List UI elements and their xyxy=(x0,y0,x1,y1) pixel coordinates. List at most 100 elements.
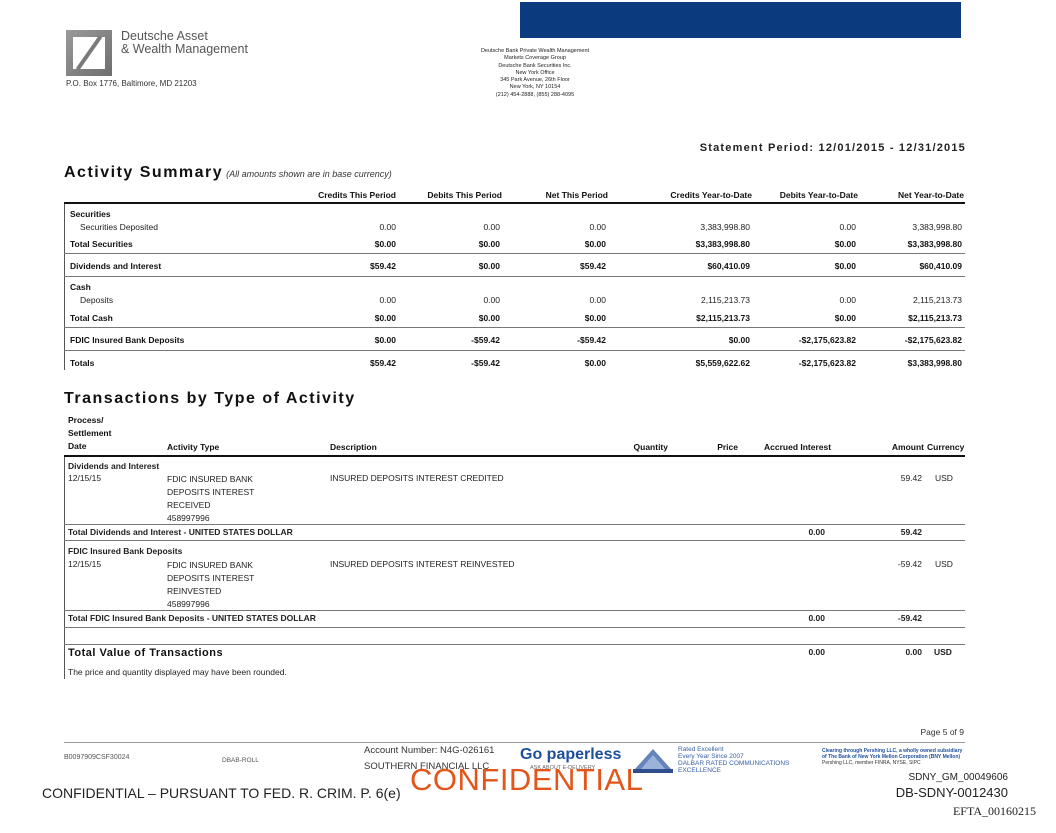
header-color-bar xyxy=(520,2,961,38)
total-fdic-label: Total FDIC Insured Bank Deposits - UNITE… xyxy=(68,613,316,623)
total-cash-value: $0.00 xyxy=(834,313,856,323)
transactions-title: Transactions by Type of Activity xyxy=(64,390,356,407)
account-name: SOUTHERN FINANCIAL LLC xyxy=(364,761,490,772)
row-divider xyxy=(64,540,965,541)
go-paperless-subtext: ASK ABOUT E-DELIVERY xyxy=(530,765,596,771)
fdic-value: -$59.42 xyxy=(577,335,606,345)
bank-office-address: Deutsche Bank Private Wealth Management … xyxy=(480,48,590,98)
dalbar-rating: Rated Excellent Every Year Since 2007 DA… xyxy=(678,746,790,774)
confidential-notice: CONFIDENTIAL – PURSUANT TO FED. R. CRIM.… xyxy=(42,785,401,801)
document-code: B0097909CSF30024 xyxy=(64,754,130,761)
confidential-stamp: CONFIDENTIAL xyxy=(410,762,644,797)
deposits-value: 0.00 xyxy=(589,295,606,305)
totals-value: -$2,175,623.82 xyxy=(798,358,856,368)
transactions-header-rule xyxy=(64,455,965,457)
row-divider xyxy=(64,627,965,628)
total-securities-value: $0.00 xyxy=(478,239,500,249)
dividends-interest-value: $60,410.09 xyxy=(919,261,962,271)
total-securities-label: Total Securities xyxy=(70,239,133,249)
rounding-note: The price and quantity displayed may hav… xyxy=(68,667,287,677)
row-divider xyxy=(64,350,965,351)
row-divider xyxy=(64,644,965,645)
col-currency: Currency xyxy=(927,442,965,452)
totals-value: $3,383,998.80 xyxy=(907,358,962,368)
securities-deposited-value: 0.00 xyxy=(589,222,606,232)
securities-deposited-label: Securities Deposited xyxy=(80,222,158,232)
deutsche-bank-logo xyxy=(66,30,112,76)
total-securities-value: $0.00 xyxy=(584,239,606,249)
total-dividends-label: Total Dividends and Interest - UNITED ST… xyxy=(68,527,293,537)
page-number: Page 5 of 9 xyxy=(920,727,964,737)
col-quantity: Quantity xyxy=(633,442,668,452)
total-cash-value: $2,115,213.73 xyxy=(696,313,750,323)
transaction-amount: -59.42 xyxy=(897,559,922,569)
summary-header-rule xyxy=(64,202,965,204)
cash-group-label: Cash xyxy=(70,282,91,292)
securities-deposited-value: 0.00 xyxy=(483,222,500,232)
transactions-left-rule xyxy=(64,457,65,679)
col-debits-this-period: Debits This Period xyxy=(427,190,502,200)
col-settlement-date: Process/ Settlement Date xyxy=(68,415,112,451)
col-description: Description xyxy=(330,442,377,452)
transaction-currency: USD xyxy=(935,559,953,569)
securities-group-label: Securities xyxy=(70,209,111,219)
total-dividends-accrued: 0.00 xyxy=(808,527,825,537)
totals-label: Totals xyxy=(70,358,95,368)
total-fdic-accrued: 0.00 xyxy=(808,613,825,623)
fdic-value: -$59.42 xyxy=(471,335,500,345)
total-cash-value: $0.00 xyxy=(584,313,606,323)
securities-deposited-value: 3,383,998.80 xyxy=(700,222,750,232)
transaction-date: 12/15/15 xyxy=(68,473,102,483)
bates-id-sdny-gm: SDNY_GM_00049606 xyxy=(908,772,1008,783)
total-value-currency: USD xyxy=(934,647,952,657)
transaction-amount: 59.42 xyxy=(900,473,922,483)
total-value-label: Total Value of Transactions xyxy=(68,647,224,659)
po-box-address: P.O. Box 1776, Baltimore, MD 21203 xyxy=(66,79,197,88)
col-net-this-period: Net This Period xyxy=(545,190,608,200)
group-label-fdic: FDIC Insured Bank Deposits xyxy=(68,546,183,556)
total-securities-value: $0.00 xyxy=(834,239,856,249)
fdic-value: $0.00 xyxy=(728,335,750,345)
bates-id-db-sdny: DB-SDNY-0012430 xyxy=(895,785,1008,800)
total-securities-value: $3,383,998.80 xyxy=(695,239,750,249)
row-divider xyxy=(64,253,965,254)
bates-id-efta: EFTA_00160215 xyxy=(952,804,1036,818)
col-net-ytd: Net Year-to-Date xyxy=(898,190,964,200)
activity-summary-title: Activity Summary (All amounts shown are i… xyxy=(64,164,392,181)
deposits-value: 2,115,213.73 xyxy=(913,295,962,305)
dividends-interest-value: $59.42 xyxy=(580,261,606,271)
footer-rule xyxy=(64,742,965,743)
fdic-label: FDIC Insured Bank Deposits xyxy=(70,335,185,345)
total-cash-value: $0.00 xyxy=(374,313,396,323)
dalbar-seal-icon xyxy=(633,749,673,773)
totals-value: $5,559,622.62 xyxy=(695,358,750,368)
dividends-interest-value: $60,410.09 xyxy=(707,261,750,271)
go-paperless-logo: Go paperless xyxy=(520,746,622,763)
total-dividends-amount: 59.42 xyxy=(900,527,922,537)
transaction-currency: USD xyxy=(935,473,953,483)
total-securities-value: $0.00 xyxy=(374,239,396,249)
dividends-interest-value: $0.00 xyxy=(478,261,500,271)
transaction-date: 12/15/15 xyxy=(68,559,102,569)
dividends-interest-value: $59.42 xyxy=(370,261,396,271)
transaction-description: INSURED DEPOSITS INTEREST REINVESTED xyxy=(330,559,515,569)
col-credits-ytd: Credits Year-to-Date xyxy=(670,190,752,200)
dividends-interest-label: Dividends and Interest xyxy=(70,261,162,271)
col-debits-ytd: Debits Year-to-Date xyxy=(779,190,858,200)
deposits-value: 0.00 xyxy=(379,295,396,305)
col-activity-type: Activity Type xyxy=(167,442,220,452)
securities-deposited-value: 0.00 xyxy=(379,222,396,232)
group-label-dividends: Dividends and Interest xyxy=(68,461,160,471)
total-value-accrued: 0.00 xyxy=(808,647,825,657)
deposits-value: 2,115,213.73 xyxy=(701,295,750,305)
securities-deposited-value: 3,383,998.80 xyxy=(912,222,962,232)
rep-code: DBAB-ROLL xyxy=(222,757,259,764)
col-price: Price xyxy=(717,442,738,452)
statement-period: Statement Period: 12/01/2015 - 12/31/201… xyxy=(699,142,966,154)
total-fdic-amount: -59.42 xyxy=(897,613,922,623)
total-cash-label: Total Cash xyxy=(70,313,113,323)
col-accrued-interest: Accrued Interest xyxy=(764,442,832,452)
row-divider xyxy=(64,276,965,277)
pershing-disclosure: Clearing through Pershing LLC, a wholly … xyxy=(822,748,963,766)
account-number: Account Number: N4G-026161 xyxy=(364,745,495,756)
